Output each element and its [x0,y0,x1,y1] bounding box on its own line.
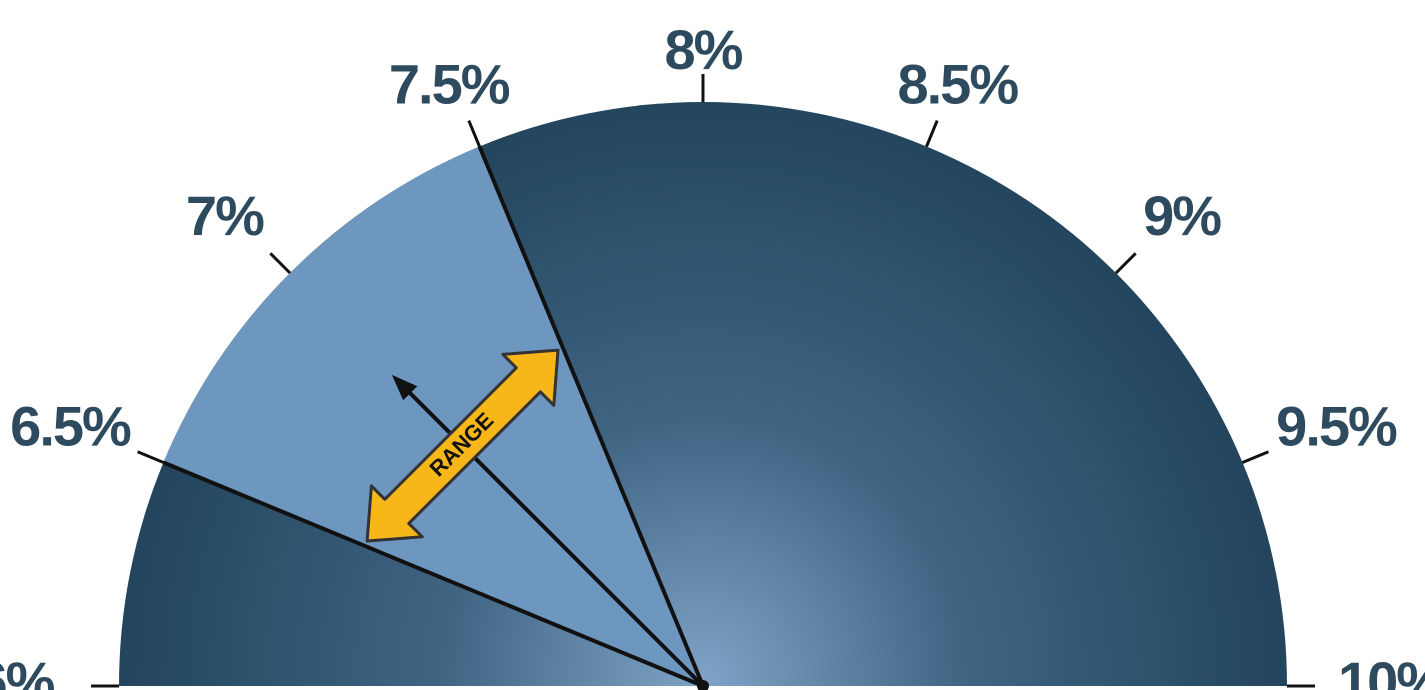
gauge-pivot [697,680,709,690]
tick-label: 7.5% [389,52,510,115]
tick-mark [925,120,939,148]
range-high-boundary-line [477,145,705,687]
gauge-dial [119,102,1287,690]
tick-label: 8.5% [897,52,1018,115]
tick-marks [91,74,1315,688]
tick-label: 9% [1143,184,1221,247]
tick-label: 7% [186,184,264,247]
tick-labels: 6% 6.5% 7% 7.5% 8% 8.5% 9% 9.5% 10% [0,18,1425,690]
tick-mark [137,450,165,464]
needle-arrowhead-icon [391,374,418,401]
range-low-boundary-line [162,460,704,688]
tick-label: 8% [665,18,743,81]
tick-label: 6.5% [10,394,131,457]
tick-label: 6% [0,650,55,690]
tick-mark [269,252,292,275]
double-arrow-icon [365,348,560,543]
tick-mark [467,120,481,148]
tick-label: 10% [1338,650,1425,690]
tick-label: 9.5% [1276,394,1397,457]
tick-mark [1114,252,1137,275]
tick-mark [1241,450,1269,464]
